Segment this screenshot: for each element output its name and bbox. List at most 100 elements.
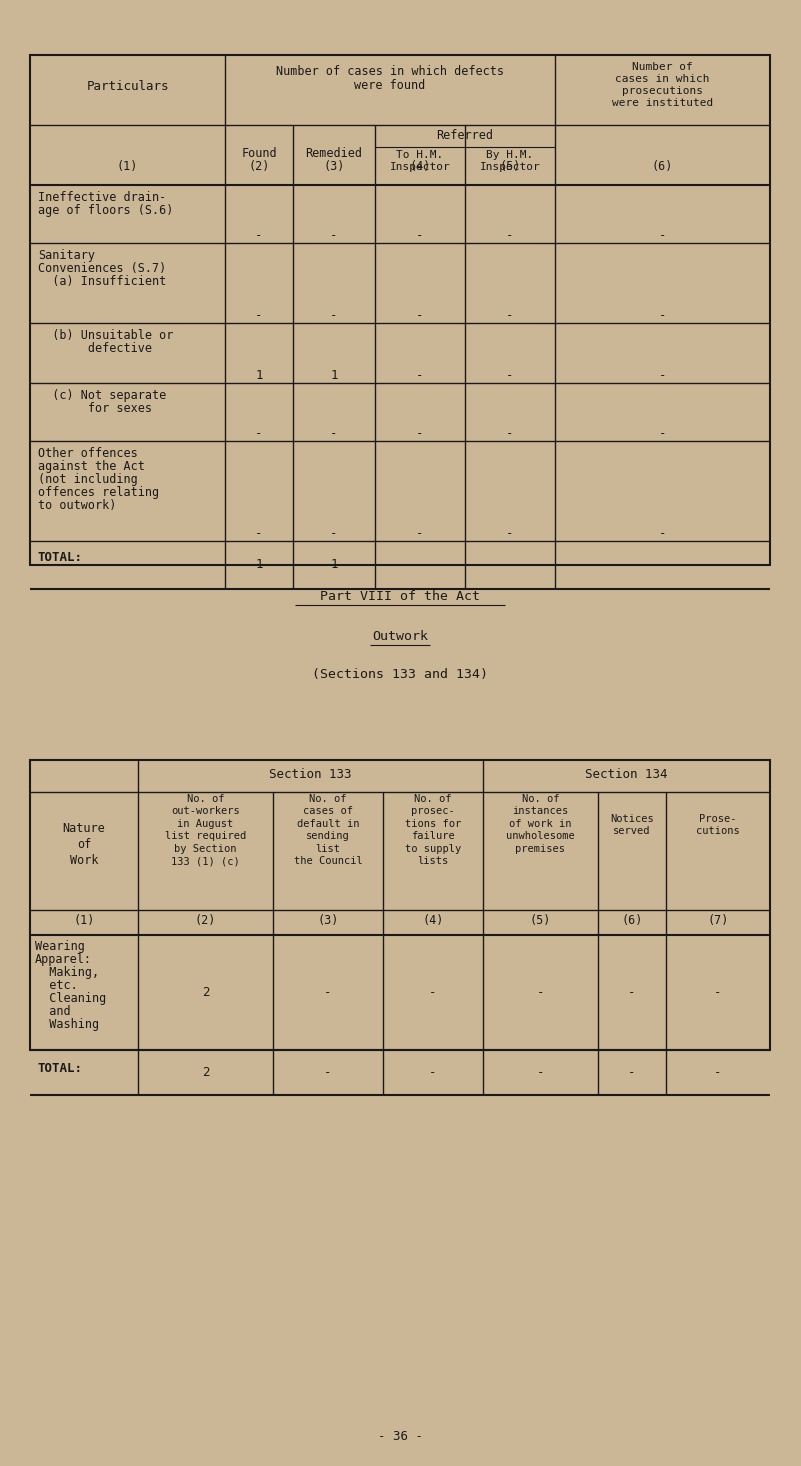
Text: (4): (4)	[409, 160, 431, 173]
Bar	[30, 56, 770, 564]
Text: were instituted: were instituted	[612, 98, 713, 108]
Text: -: -	[256, 309, 263, 323]
Text: Apparel:: Apparel:	[35, 953, 92, 966]
Text: -: -	[256, 229, 263, 242]
Text: -: -	[324, 1066, 332, 1079]
Text: -: -	[256, 427, 263, 440]
Text: were found: were found	[354, 79, 425, 92]
Text: No. of
instances
of work in
unwholesome
premises: No. of instances of work in unwholesome …	[506, 795, 575, 853]
Text: -: -	[429, 1066, 437, 1079]
Text: -: -	[658, 559, 666, 572]
Text: -: -	[506, 229, 513, 242]
Text: Prose-
cutions: Prose- cutions	[696, 814, 740, 837]
Text: 1: 1	[330, 559, 338, 572]
Text: (3): (3)	[317, 913, 339, 927]
Text: -: -	[330, 526, 338, 539]
Text: -: -	[417, 526, 424, 539]
Text: to outwork): to outwork)	[38, 498, 116, 512]
Text: offences relating: offences relating	[38, 487, 159, 498]
Text: -: -	[658, 229, 666, 242]
Text: Ineffective drain-: Ineffective drain-	[38, 191, 167, 204]
Text: (4): (4)	[422, 913, 444, 927]
Text: -: -	[628, 1066, 636, 1079]
Text: Conveniences (S.7): Conveniences (S.7)	[38, 262, 167, 276]
Text: - 36 -: - 36 -	[377, 1429, 422, 1443]
Text: -: -	[330, 427, 338, 440]
Text: -: -	[330, 229, 338, 242]
Text: -: -	[714, 987, 722, 998]
Text: defective: defective	[38, 342, 152, 355]
Text: -: -	[658, 526, 666, 539]
Text: Section 133: Section 133	[269, 768, 352, 781]
Text: Outwork: Outwork	[372, 630, 428, 644]
Text: 1: 1	[256, 369, 263, 383]
Text: Referred: Referred	[437, 129, 493, 142]
Text: Number of cases in which defects: Number of cases in which defects	[276, 65, 504, 78]
Text: Nature
of
Work: Nature of Work	[62, 822, 106, 866]
Text: (5): (5)	[499, 160, 521, 173]
Text: (2): (2)	[248, 160, 270, 173]
Text: -: -	[537, 987, 544, 998]
Text: -: -	[714, 1066, 722, 1079]
Text: Number of: Number of	[632, 62, 693, 72]
Text: 2: 2	[202, 1066, 209, 1079]
Text: TOTAL:: TOTAL:	[38, 551, 83, 564]
Text: -: -	[429, 987, 437, 998]
Text: (Sections 133 and 134): (Sections 133 and 134)	[312, 668, 488, 682]
Text: -: -	[417, 229, 424, 242]
Text: -: -	[330, 309, 338, 323]
Text: By H.M.
Inspector: By H.M. Inspector	[480, 150, 541, 173]
Text: (2): (2)	[195, 913, 216, 927]
Text: -: -	[658, 427, 666, 440]
Text: No. of
prosec-
tions for
failure
to supply
lists: No. of prosec- tions for failure to supp…	[405, 795, 461, 866]
Text: Making,: Making,	[35, 966, 99, 979]
Text: 2: 2	[202, 987, 209, 998]
Text: (b) Unsuitable or: (b) Unsuitable or	[38, 328, 173, 342]
Text: (1): (1)	[74, 913, 95, 927]
Text: -: -	[506, 369, 513, 383]
Text: -: -	[628, 987, 636, 998]
Text: (7): (7)	[707, 913, 729, 927]
Bar	[30, 759, 770, 1050]
Text: -: -	[417, 309, 424, 323]
Text: -: -	[537, 1066, 544, 1079]
Text: prosecutions: prosecutions	[622, 86, 703, 95]
Text: Notices
served: Notices served	[610, 814, 654, 837]
Text: Cleaning: Cleaning	[35, 992, 107, 1006]
Text: against the Act: against the Act	[38, 460, 145, 474]
Text: (not including: (not including	[38, 474, 138, 487]
Text: Washing: Washing	[35, 1017, 99, 1031]
Text: -: -	[506, 427, 513, 440]
Text: Found: Found	[241, 147, 277, 160]
Text: -: -	[506, 559, 513, 572]
Text: -: -	[417, 369, 424, 383]
Text: Wearing: Wearing	[35, 940, 85, 953]
Text: -: -	[256, 526, 263, 539]
Text: Other offences: Other offences	[38, 447, 138, 460]
Text: (a) Insufficient: (a) Insufficient	[38, 276, 167, 287]
Text: (c) Not separate: (c) Not separate	[38, 388, 167, 402]
Text: Remedied: Remedied	[305, 147, 363, 160]
Text: (3): (3)	[324, 160, 344, 173]
Text: Section 134: Section 134	[586, 768, 668, 781]
Text: TOTAL:: TOTAL:	[38, 1061, 83, 1075]
Text: cases in which: cases in which	[615, 73, 710, 84]
Text: -: -	[324, 987, 332, 998]
Text: -: -	[417, 559, 424, 572]
Text: No. of
out-workers
in August
list required
by Section
133 (1) (c): No. of out-workers in August list requir…	[165, 795, 246, 866]
Text: To H.M.
Inspector: To H.M. Inspector	[389, 150, 450, 173]
Text: -: -	[658, 369, 666, 383]
Text: -: -	[506, 309, 513, 323]
Text: Sanitary: Sanitary	[38, 249, 95, 262]
Text: 1: 1	[256, 559, 263, 572]
Text: etc.: etc.	[35, 979, 78, 992]
Text: for sexes: for sexes	[38, 402, 152, 415]
Text: (5): (5)	[529, 913, 551, 927]
Text: No. of
cases of
default in
sending
list
the Council: No. of cases of default in sending list …	[294, 795, 362, 866]
Text: (1): (1)	[117, 160, 139, 173]
Text: (6): (6)	[622, 913, 642, 927]
Text: 1: 1	[330, 369, 338, 383]
Text: -: -	[506, 526, 513, 539]
Text: Part VIII of the Act: Part VIII of the Act	[320, 589, 480, 603]
Text: and: and	[35, 1006, 70, 1017]
